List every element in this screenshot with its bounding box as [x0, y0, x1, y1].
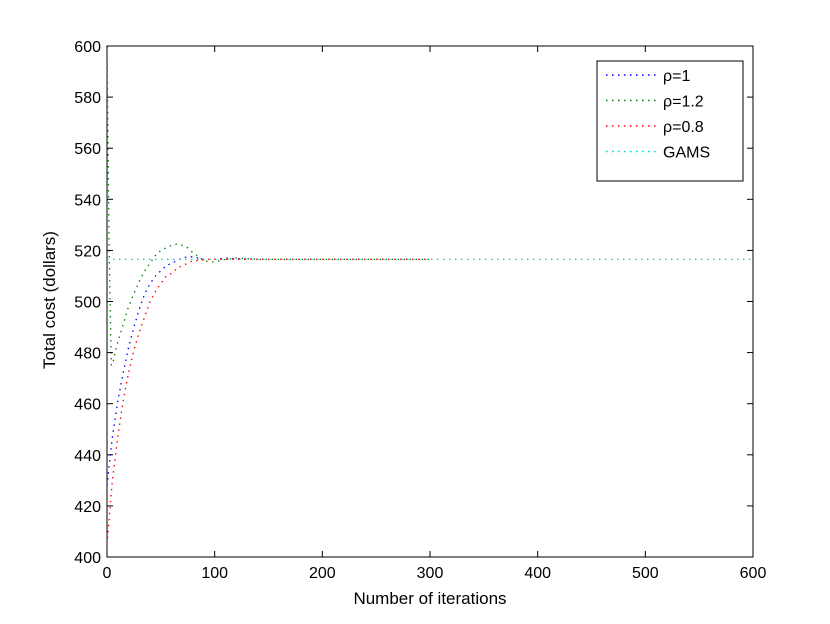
- legend-label-3: ρ=0.8: [663, 119, 704, 136]
- x-axis-label: Number of iterations: [353, 589, 506, 608]
- x-tick-label: 100: [201, 565, 228, 582]
- series-layer: [106, 45, 753, 545]
- legend-label-4: GAMS: [663, 145, 710, 162]
- x-tick-label: 200: [309, 565, 336, 582]
- y-tick-label: 500: [74, 295, 101, 312]
- x-tick-label: 300: [417, 565, 444, 582]
- legend-label-2: ρ=1.2: [663, 94, 704, 111]
- y-tick-label: 520: [74, 243, 101, 260]
- legend-box: [596, 60, 744, 182]
- x-tick-label: 600: [740, 565, 767, 582]
- y-tick-label: 480: [74, 346, 101, 363]
- x-tick-label: 500: [632, 565, 659, 582]
- y-tick-label: 420: [74, 499, 101, 516]
- axis-ticks: 0 100 200 300 400 500 600 400 420 440 460 480 500 520…: [74, 39, 766, 582]
- y-tick-label: 440: [74, 448, 101, 465]
- x-tick-label: 0: [103, 565, 112, 582]
- y-tick-label: 560: [74, 141, 101, 158]
- y-axis-label: Total cost (dollars): [40, 231, 59, 369]
- y-tick-label: 400: [74, 550, 101, 567]
- y-tick-label: 580: [74, 90, 101, 107]
- y-tick-label: 600: [74, 39, 101, 56]
- legend: ρ=1 ρ=1.2 ρ=0.8 GAMS: [596, 60, 744, 182]
- legend-label-1: ρ=1: [663, 68, 690, 85]
- x-tick-label: 400: [524, 565, 551, 582]
- y-tick-label: 540: [74, 192, 101, 209]
- y-tick-label: 460: [74, 397, 101, 414]
- series-line-3: [106, 258, 430, 545]
